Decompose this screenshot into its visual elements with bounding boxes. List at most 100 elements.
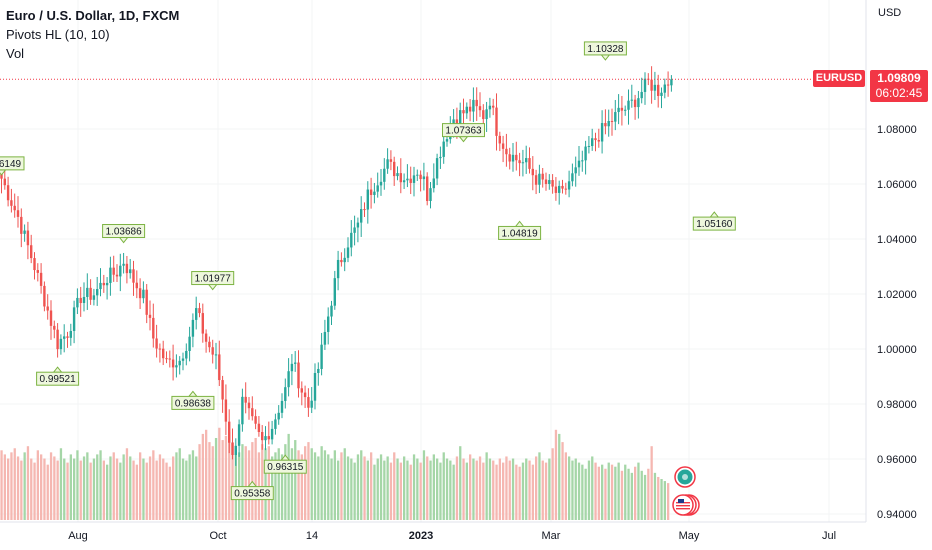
time-tick-label: May	[679, 530, 700, 542]
candle-body	[587, 146, 591, 148]
candle-body	[96, 289, 99, 296]
candle-body	[597, 140, 600, 142]
pivot-box	[692, 216, 736, 231]
volume-label[interactable]: Vol	[6, 46, 25, 61]
volume-bar	[261, 444, 264, 520]
candle-body	[214, 354, 218, 356]
candle-body	[561, 185, 564, 189]
pivot-value: 0.98638	[175, 398, 212, 409]
candle-body	[204, 333, 208, 342]
volume-bar	[7, 458, 10, 520]
volume-bar	[650, 446, 653, 520]
volume-bar	[396, 458, 399, 520]
volume-bar	[544, 462, 548, 520]
candle-body	[185, 350, 188, 359]
candle-body	[89, 287, 92, 300]
candle-body	[574, 167, 577, 174]
volume-bar	[304, 446, 307, 520]
volume-bar	[452, 464, 455, 520]
candle-body	[567, 181, 571, 190]
volume-bar	[403, 456, 406, 520]
event-markers[interactable]	[672, 464, 702, 524]
volume-bar	[429, 460, 432, 520]
candle-body	[577, 160, 581, 168]
candle-body	[330, 305, 333, 317]
us-flag-icon[interactable]	[672, 494, 700, 516]
candle-body	[181, 358, 185, 361]
volume-bar	[548, 458, 551, 520]
currency-label[interactable]: USD	[878, 7, 902, 19]
candle-body	[459, 110, 462, 125]
candle-body	[251, 408, 254, 417]
candle-body	[119, 265, 122, 277]
volume-bar	[478, 456, 482, 520]
pivot-box	[102, 224, 146, 239]
volume-bar	[502, 462, 505, 520]
candle-body	[518, 160, 521, 164]
volume-bar	[366, 460, 369, 520]
price-axis[interactable]: 1.08000 1.06000 1.04000 1.02000 1.00000 0.980…	[877, 124, 917, 521]
chart-legend: Euro / U.S. Dollar, 1D, FXCM Pivots HL (…	[6, 6, 179, 63]
candle-body	[72, 307, 76, 331]
volume-bar	[561, 442, 564, 520]
candle-body	[475, 99, 478, 107]
volume-bar	[445, 458, 449, 520]
candle-body	[228, 421, 231, 443]
volume-bar	[294, 440, 297, 520]
time-tick-label: Aug	[68, 530, 88, 542]
time-tick-label: Mar	[542, 530, 561, 542]
volume-bar	[214, 438, 218, 520]
volume-bar	[20, 460, 23, 520]
volume-bar	[300, 454, 303, 520]
volume-bar	[571, 460, 574, 520]
candle-body	[416, 174, 419, 176]
volume-bar	[564, 452, 567, 520]
candle-body	[581, 160, 584, 162]
volume-bar	[76, 450, 79, 520]
candle-body	[290, 363, 294, 372]
volume-bar	[376, 458, 379, 520]
volume-bar	[185, 460, 188, 520]
volume-bar	[495, 464, 498, 520]
candle-body	[343, 257, 346, 263]
candle-body	[287, 371, 290, 388]
time-axis[interactable]: Aug Oct 14 2023 Mar May Jul	[68, 530, 836, 542]
green-flag-icon[interactable]	[674, 466, 696, 488]
volume-bar	[370, 452, 373, 520]
volume-bar	[379, 454, 383, 520]
pivot-label-low: 0.99521	[36, 366, 80, 386]
candle-body	[162, 348, 165, 359]
indicator-label[interactable]: Pivots HL (10, 10)	[6, 27, 110, 42]
candle-body	[261, 432, 264, 441]
candle-body	[650, 79, 653, 91]
candle-body	[340, 259, 343, 263]
volume-bar	[82, 456, 86, 520]
volume-bar	[16, 456, 20, 520]
candle-body	[313, 372, 317, 401]
candle-body	[280, 400, 284, 413]
volume-bar	[53, 456, 56, 520]
time-tick-label: 2023	[409, 530, 433, 542]
candle-body	[86, 287, 89, 297]
volume-bar	[360, 450, 363, 520]
candle-body	[564, 188, 567, 190]
candle-body	[237, 424, 241, 446]
candle-body	[670, 79, 673, 86]
volume-bar	[139, 452, 142, 520]
volume-bar	[36, 450, 39, 520]
price-tick-label: 0.94000	[877, 509, 917, 521]
volume-bar	[528, 460, 531, 520]
price-tick-label: 1.08000	[877, 124, 917, 136]
candle-body	[386, 159, 389, 169]
candle-body	[333, 278, 336, 306]
volume-bar	[485, 452, 488, 520]
volume-bar	[419, 462, 422, 520]
volume-bar	[274, 452, 277, 520]
candle-body	[102, 282, 105, 286]
symbol-title[interactable]: Euro / U.S. Dollar, 1D, FXCM	[6, 8, 180, 23]
candle-body	[422, 176, 426, 180]
candle-body	[409, 178, 412, 183]
pivot-value: 1.05160	[696, 219, 733, 230]
volume-bar	[231, 442, 234, 520]
